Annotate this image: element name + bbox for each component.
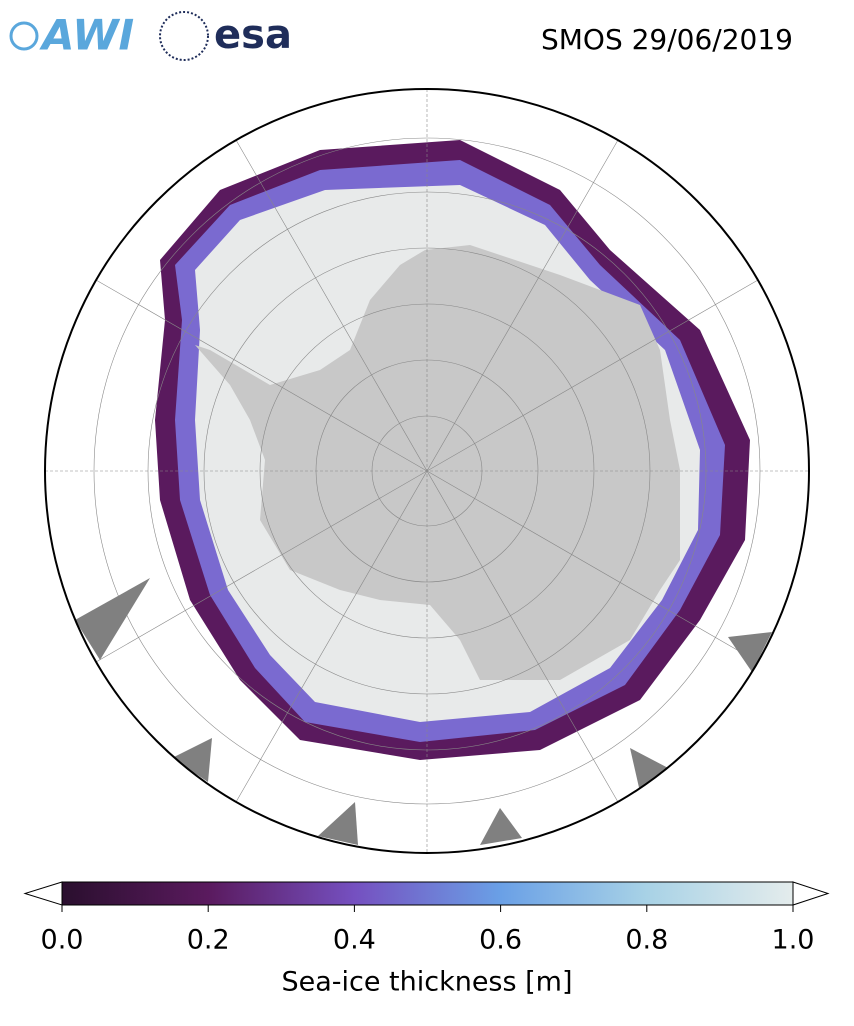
- colorbar-label: Sea-ice thickness [m]: [281, 967, 572, 998]
- title: SMOS 29/06/2019: [541, 23, 793, 56]
- tick-label: 1.0: [772, 925, 815, 956]
- colorbar: [23, 881, 830, 906]
- colorbar-extend-low: [23, 881, 63, 906]
- tick-label: 0.6: [479, 925, 522, 956]
- awi-globe: [9, 21, 39, 51]
- map: [45, 89, 809, 853]
- land-masks: [75, 578, 772, 845]
- awi-logo: AWI: [39, 11, 134, 60]
- tick-label: 0.8: [625, 925, 668, 956]
- esa-mark: [159, 11, 209, 61]
- graticule: [45, 89, 809, 853]
- colorbar-body: [61, 881, 794, 906]
- logos: AWI esa: [9, 11, 292, 61]
- colorbar-ticks: 0.0 0.2 0.4 0.6 0.8 1.0: [41, 905, 815, 956]
- antarctica: [195, 245, 680, 680]
- tick-label: 0.4: [333, 925, 376, 956]
- map-frame: [44, 88, 810, 854]
- tick-label: 0.2: [187, 925, 230, 956]
- colorbar-extend-high: [792, 881, 830, 906]
- esa-logo: esa: [214, 12, 292, 58]
- tick-label: 0.0: [41, 925, 84, 956]
